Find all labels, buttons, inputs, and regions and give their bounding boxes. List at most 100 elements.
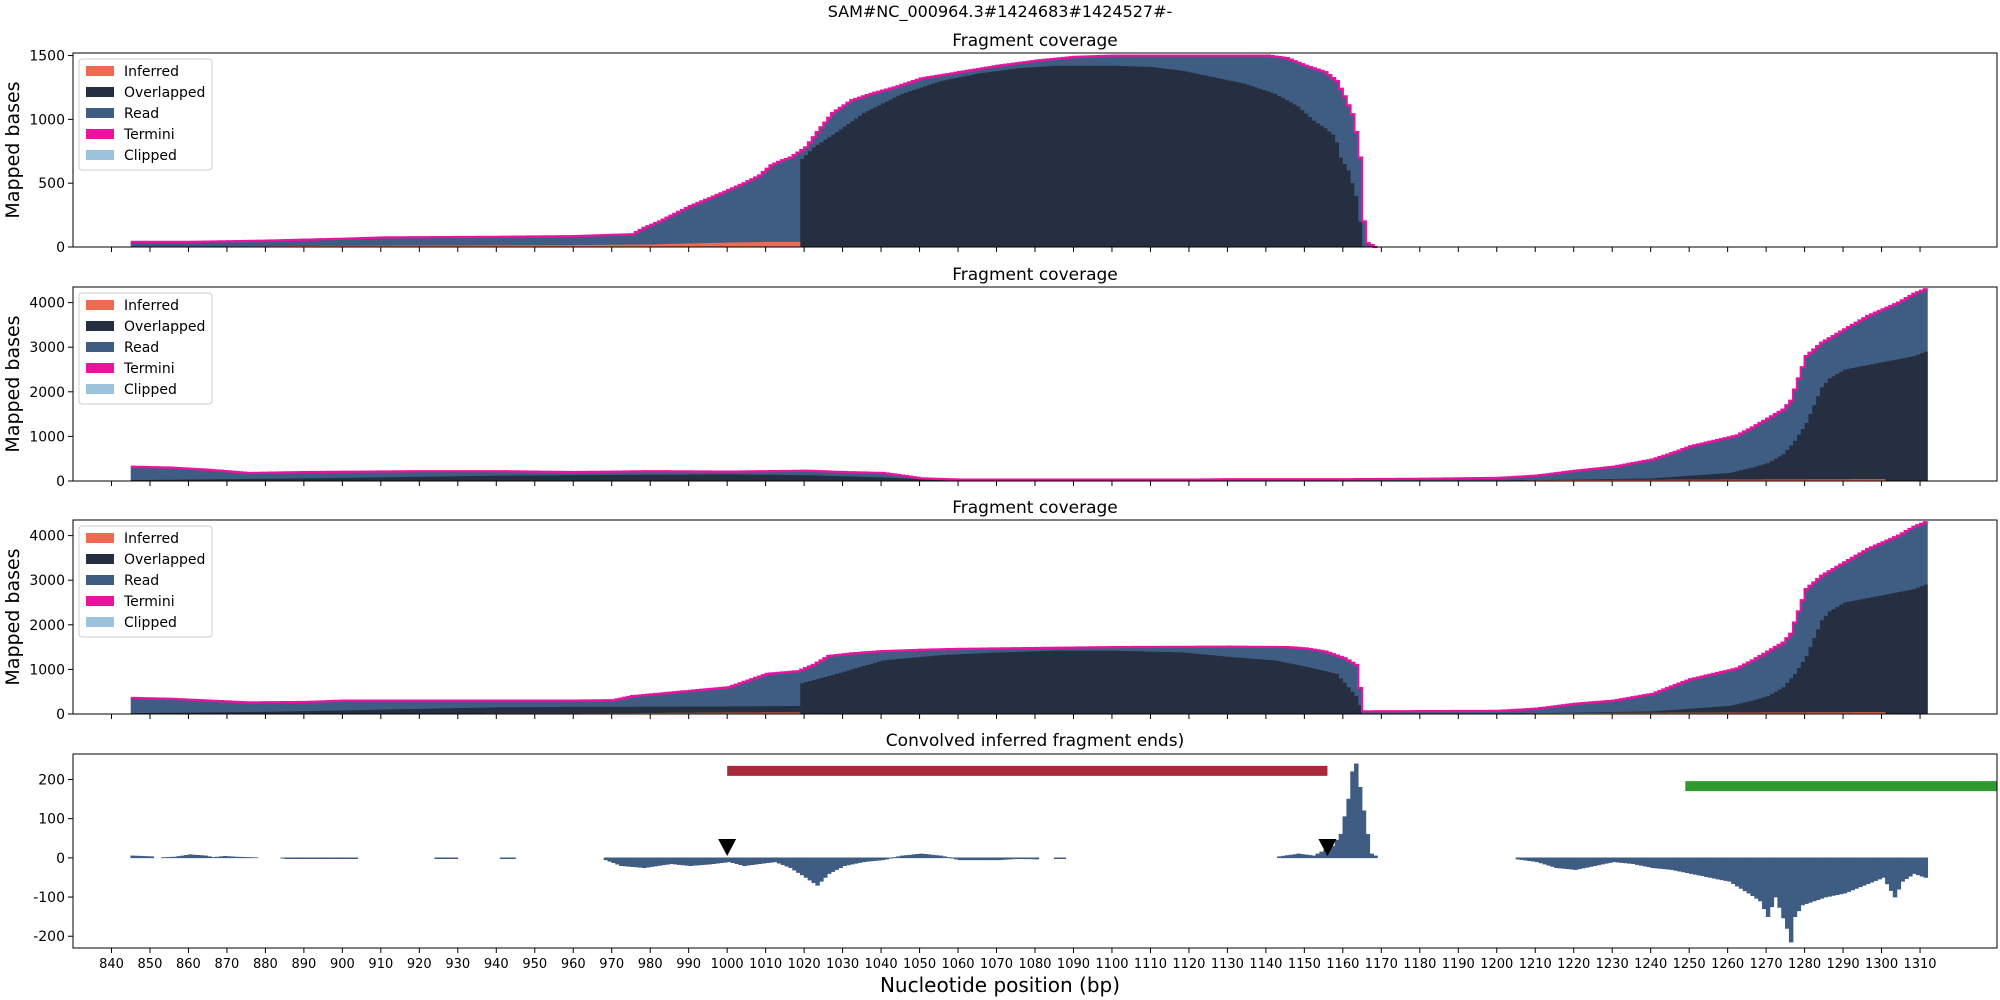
legend-label: Termini (123, 127, 175, 143)
x-tick-label: 1030 (826, 957, 859, 972)
termini-swatch (86, 363, 114, 373)
x-tick-label: 1110 (1134, 957, 1167, 972)
termini-line (130, 54, 1378, 249)
y-tick-label: 500 (38, 176, 65, 192)
panel-title: Fragment coverage (952, 498, 1118, 518)
y-tick-label: 1500 (29, 49, 65, 65)
inferred-swatch (86, 533, 114, 543)
y-tick-label: 1000 (29, 662, 65, 678)
legend-label: Overlapped (124, 552, 205, 568)
convolved-bars (130, 763, 1929, 943)
x-tick-label: 1140 (1249, 957, 1282, 972)
termini-line (130, 521, 1928, 713)
x-tick-label: 1230 (1596, 957, 1629, 972)
x-tick-label: 1100 (1095, 957, 1128, 972)
legend-label: Termini (123, 594, 175, 610)
x-tick-label: 860 (176, 957, 201, 972)
coverage-panel-3: 0 1000 2000 3000 4000 Fragment coverage Mapped… (2, 498, 1998, 723)
suptitle: SAM#NC_000964.3#1424683#1424527#- (828, 2, 1173, 22)
x-tick-label: 1050 (903, 957, 936, 972)
legend-label: Inferred (124, 298, 179, 314)
y-axis-label: Mapped bases (2, 81, 24, 218)
x-tick-label: 900 (330, 957, 355, 972)
x-tick-label: 1210 (1519, 957, 1552, 972)
x-tick-label: 1180 (1403, 957, 1436, 972)
legend-label: Read (124, 340, 159, 356)
x-tick-label: 1220 (1557, 957, 1590, 972)
end-marker (718, 839, 737, 857)
termini-swatch (86, 129, 114, 139)
read-swatch (86, 108, 114, 118)
x-tick-label: 930 (445, 957, 470, 972)
x-tick-label: 1310 (1903, 957, 1936, 972)
convolved-ends-panel: -200 -100 0 100 200 840 850 860 870 880 890 900 910 9… (33, 731, 1998, 972)
x-tick-label: 1010 (749, 957, 782, 972)
y-tick-label: 1000 (29, 112, 65, 128)
y-tick-label: 200 (38, 772, 65, 788)
legend-label: Termini (123, 361, 175, 377)
x-tick-label: 1120 (1172, 957, 1205, 972)
y-tick-label: 4000 (29, 529, 65, 545)
y-tick-label: 1000 (29, 429, 65, 445)
x-tick-label: 920 (407, 957, 432, 972)
clipped-swatch (86, 384, 114, 394)
overlapped-swatch (86, 87, 114, 97)
y-axis-label: Mapped bases (2, 548, 24, 685)
y-tick-label: 2000 (29, 618, 65, 634)
x-tick-label: 1260 (1711, 957, 1744, 972)
legend-frame (78, 525, 213, 638)
x-tick-label: 1240 (1634, 957, 1667, 972)
y-tick-label: 4000 (29, 296, 65, 312)
coverage-panel-2: 0 1000 2000 3000 4000 Fragment coverage Mapped… (2, 265, 1998, 490)
inferred-area (134, 241, 801, 247)
panel-title: Fragment coverage (952, 31, 1118, 51)
legend-label: Clipped (124, 615, 177, 631)
panel-title: Convolved inferred fragment ends) (886, 731, 1184, 751)
y-tick-label: -200 (33, 929, 65, 945)
x-tick-label: 1160 (1326, 957, 1359, 972)
legend-label: Clipped (124, 148, 177, 164)
x-tick-label: 1190 (1442, 957, 1475, 972)
legend: Inferred Overlapped Read Termini Clipped (78, 58, 213, 171)
y-tick-label: 3000 (29, 573, 65, 589)
panel-title: Fragment coverage (952, 265, 1118, 285)
legend: Inferred Overlapped Read Termini Clipped (78, 525, 213, 638)
y-tick-label: 3000 (29, 340, 65, 356)
read-swatch (86, 342, 114, 352)
x-tick-label: 1270 (1750, 957, 1783, 972)
legend-frame (78, 58, 213, 171)
overlapped-swatch (86, 321, 114, 331)
y-axis-label: Mapped bases (2, 315, 24, 452)
x-tick-label: 1070 (980, 957, 1013, 972)
red-interval-bar (727, 765, 1328, 776)
x-tick-label: 1200 (1480, 957, 1513, 972)
x-tick-label: 1090 (1057, 957, 1090, 972)
x-tick-label: 940 (484, 957, 509, 972)
x-tick-label: 870 (215, 957, 240, 972)
end-marker (1318, 839, 1337, 857)
clipped-swatch (86, 150, 114, 160)
x-tick-label: 1020 (788, 957, 821, 972)
x-tick-label: 1300 (1865, 957, 1898, 972)
coverage-panel-1: 0 500 1000 1500 Fragment coverage Mapped base… (2, 31, 1998, 256)
termini-line (130, 288, 1928, 481)
y-tick-label: 2000 (29, 385, 65, 401)
overlapped-area (800, 65, 1363, 248)
x-tick-label: 1280 (1788, 957, 1821, 972)
y-tick-label: 0 (56, 707, 65, 723)
y-tick-label: -100 (33, 890, 65, 906)
x-tick-label: 1290 (1827, 957, 1860, 972)
legend-label: Inferred (124, 64, 179, 80)
x-tick-label: 1170 (1365, 957, 1398, 972)
x-tick-label: 1150 (1288, 957, 1321, 972)
x-tick-label: 950 (522, 957, 547, 972)
x-tick-label: 990 (676, 957, 701, 972)
x-tick-label: 980 (638, 957, 663, 972)
legend-label: Inferred (124, 531, 179, 547)
clipped-swatch (86, 617, 114, 627)
x-tick-label: 1000 (711, 957, 744, 972)
legend-label: Clipped (124, 382, 177, 398)
y-tick-label: 0 (56, 851, 65, 867)
x-tick-label: 890 (291, 957, 316, 972)
